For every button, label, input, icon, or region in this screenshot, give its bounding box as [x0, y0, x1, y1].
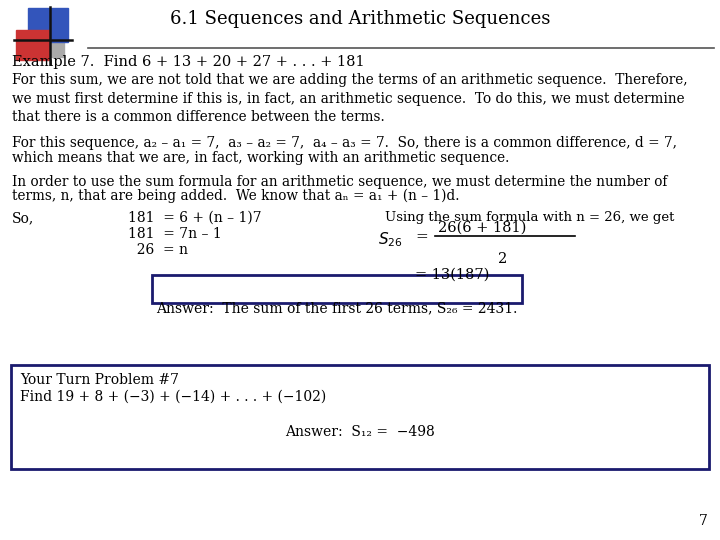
Text: which means that we are, in fact, working with an arithmetic sequence.: which means that we are, in fact, workin… [12, 151, 509, 165]
Text: terms, n, that are being added.  We know that aₙ = a₁ + (n – 1)d.: terms, n, that are being added. We know … [12, 189, 459, 204]
Text: 7: 7 [699, 514, 708, 528]
Text: Example 7.  Find 6 + 13 + 20 + 27 + . . . + 181: Example 7. Find 6 + 13 + 20 + 27 + . . .… [12, 55, 364, 69]
Text: For this sequence, a₂ – a₁ = 7,  a₃ – a₂ = 7,  a₄ – a₃ = 7.  So, there is a comm: For this sequence, a₂ – a₁ = 7, a₃ – a₂ … [12, 136, 677, 150]
Text: Answer:  The sum of the first 26 terms, S₂₆ = 2431.: Answer: The sum of the first 26 terms, S… [156, 301, 518, 315]
Text: 181  = 7n – 1: 181 = 7n – 1 [128, 227, 222, 241]
Text: Using the sum formula with n = 26, we get: Using the sum formula with n = 26, we ge… [385, 211, 675, 224]
Text: Your Turn Problem #7: Your Turn Problem #7 [20, 373, 179, 387]
Text: = 13(187): = 13(187) [415, 268, 490, 282]
FancyBboxPatch shape [11, 365, 709, 469]
Bar [16, 30, 49, 60]
Text: Find 19 + 8 + (−3) + (−14) + . . . + (−102): Find 19 + 8 + (−3) + (−14) + . . . + (−1… [20, 390, 326, 404]
FancyBboxPatch shape [152, 275, 522, 303]
Text: In order to use the sum formula for an arithmetic sequence, we must determine th: In order to use the sum formula for an a… [12, 175, 667, 189]
Text: 181  = 6 + (n – 1)7: 181 = 6 + (n – 1)7 [128, 211, 261, 225]
Text: $S_{26}$: $S_{26}$ [378, 230, 402, 249]
Text: For this sum, we are not told that we are adding the terms of an arithmetic sequ: For this sum, we are not told that we ar… [12, 73, 688, 124]
Text: 6.1 Sequences and Arithmetic Sequences: 6.1 Sequences and Arithmetic Sequences [170, 10, 550, 28]
Text: 26  = n: 26 = n [128, 243, 188, 257]
Text: 26(6 + 181): 26(6 + 181) [438, 221, 526, 235]
Text: =: = [415, 230, 428, 244]
Bar [28, 8, 68, 42]
Text: Answer:  S₁₂ =  −498: Answer: S₁₂ = −498 [285, 425, 435, 439]
Bar [36, 35, 64, 57]
Text: 2: 2 [498, 252, 508, 266]
Text: So,: So, [12, 211, 35, 225]
